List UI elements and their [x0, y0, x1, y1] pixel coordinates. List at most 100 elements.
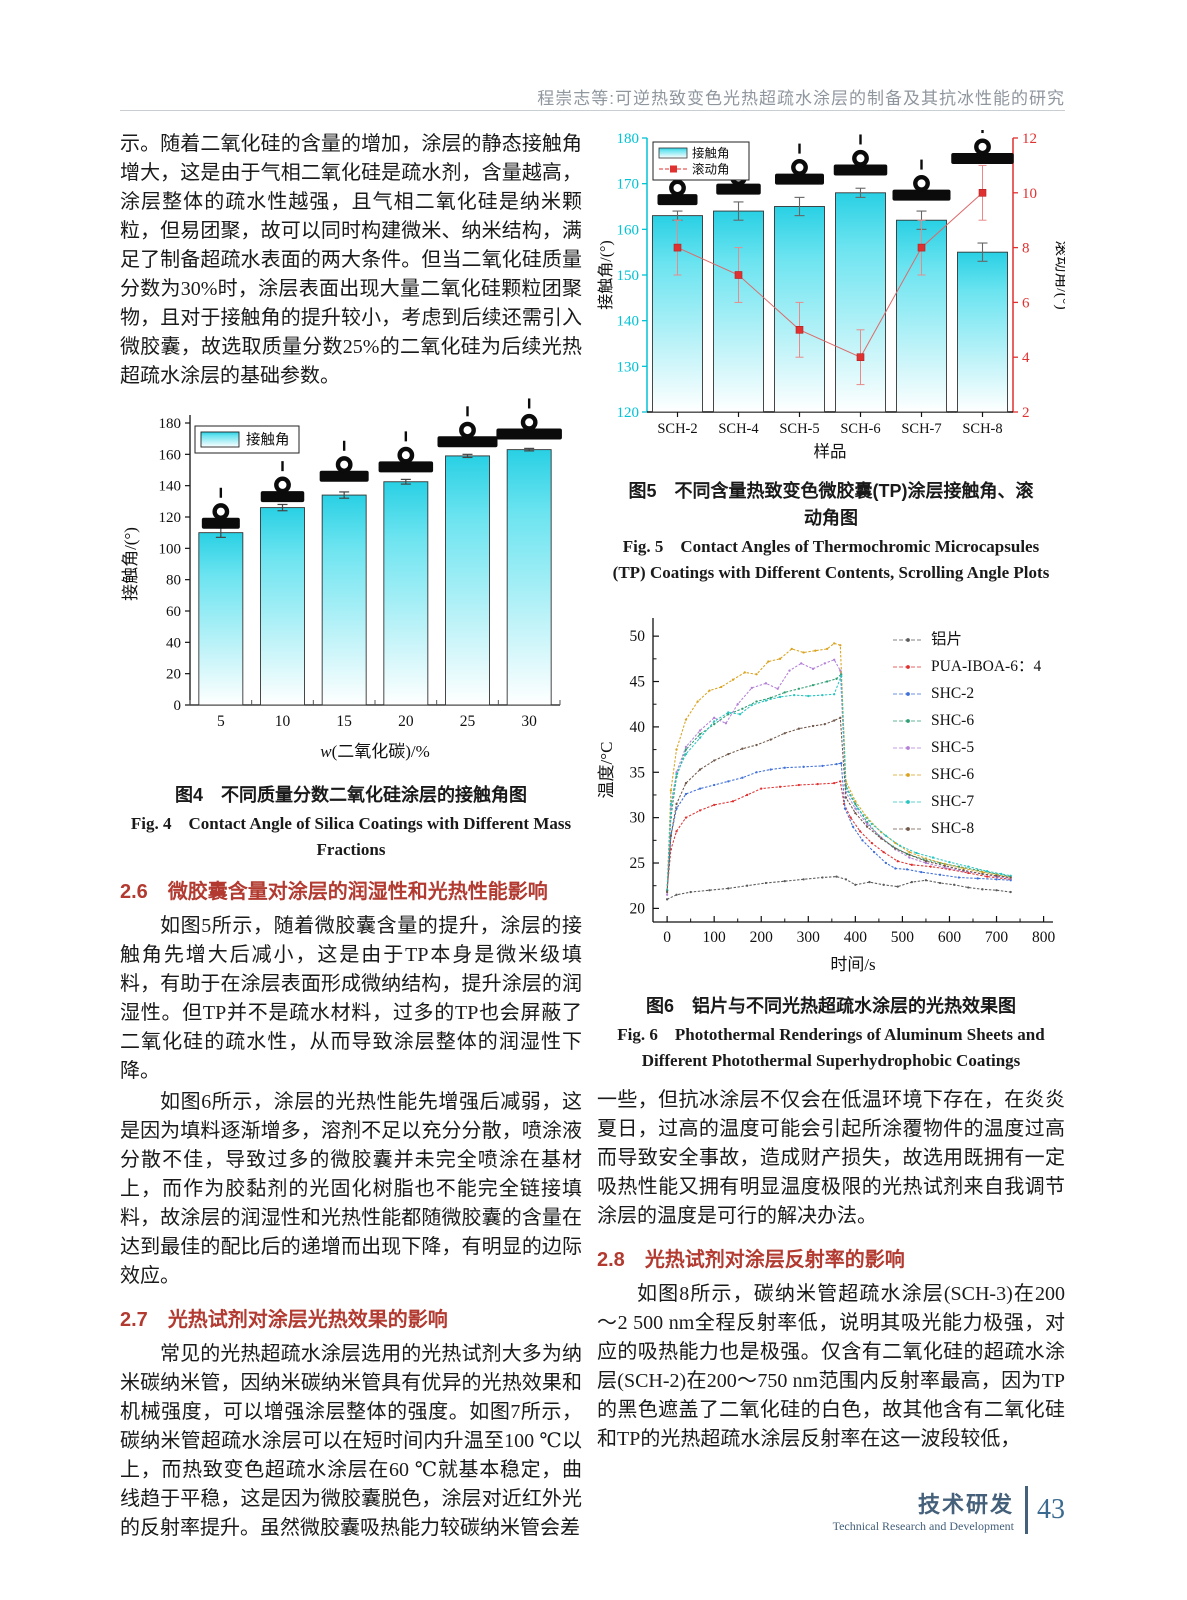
- svg-text:SHC-6: SHC-6: [931, 712, 974, 729]
- figure-4-caption-zh: 图4 不同质量分数二氧化硅涂层的接触角图: [174, 785, 527, 805]
- figure-6-caption-en: Fig. 6 Photothermal Renderings of Alumin…: [617, 1025, 1045, 1070]
- figure-6-caption-zh: 图6 铝片与不同光热超疏水涂层的光热效果图: [645, 996, 1016, 1016]
- svg-text:SCH-5: SCH-5: [779, 421, 819, 437]
- svg-text:120: 120: [159, 510, 182, 526]
- section-title: 光热试剂对涂层反射率的影响: [644, 1249, 905, 1271]
- svg-text:120: 120: [617, 405, 640, 421]
- figure-5-chart: 120 130 140 150 160 170 180 2 4 6 8 10 12 SCH-2 SCH-4 S…: [597, 123, 1071, 470]
- paragraph: 一些，但抗冰涂层不仅会在低温环境下存在，在炎炎夏日，过高的温度可能会引起所涂覆物…: [597, 1089, 1065, 1227]
- running-title: 程崇志等:可逆热致变色光热超疏水涂层的制备及其抗冰性能的研究: [537, 89, 1065, 108]
- svg-text:5: 5: [217, 713, 225, 730]
- svg-text:60: 60: [166, 604, 181, 620]
- svg-text:SCH-8: SCH-8: [962, 421, 1002, 437]
- svg-text:170: 170: [617, 177, 640, 193]
- svg-text:0: 0: [174, 698, 182, 714]
- svg-text:SCH-7: SCH-7: [901, 421, 941, 437]
- paragraph: 示。随着二氧化硅的含量的增加，涂层的静态接触角增大，这是由于气相二氧化硅是疏水剂…: [120, 133, 582, 387]
- svg-text:PUA-IBOA-6：4: PUA-IBOA-6：4: [931, 658, 1041, 675]
- section-title: 微胶囊含量对涂层的润湿性和光热性能影响: [167, 881, 548, 903]
- right-column: 120 130 140 150 160 170 180 2 4 6 8 10 12 SCH-2 SCH-4 S…: [597, 123, 1071, 1456]
- svg-text:100: 100: [703, 929, 727, 946]
- svg-text:温度/°C: 温度/°C: [597, 742, 616, 799]
- svg-text:80: 80: [166, 573, 181, 589]
- paragraph: 如图6所示，涂层的光热性能先增强后减弱，这是因为填料逐渐增多，溶剂不足以充分分散…: [120, 1091, 582, 1287]
- figure-6-chart: 20 25 30 35 40 45 50 0 100 200 300 400 500 600 700 800 铝…: [597, 608, 1065, 985]
- svg-text:20: 20: [630, 900, 646, 917]
- svg-text:800: 800: [1032, 929, 1056, 946]
- svg-text:200: 200: [750, 929, 774, 946]
- svg-text:滚动角: 滚动角: [692, 162, 730, 177]
- svg-text:160: 160: [617, 222, 640, 238]
- section-number: 2.8: [597, 1249, 625, 1271]
- footer-section: 技术研发 Technical Research and Development: [833, 1487, 1014, 1534]
- svg-text:SCH-4: SCH-4: [718, 421, 759, 437]
- section-title: 光热试剂对涂层光热效果的影响: [167, 1309, 448, 1331]
- svg-text:SCH-2: SCH-2: [657, 421, 697, 437]
- section-heading-2-6: 2.6 微胶囊含量对涂层的润湿性和光热性能影响: [120, 875, 582, 904]
- svg-text:180: 180: [617, 131, 640, 147]
- svg-text:130: 130: [617, 359, 640, 375]
- svg-text:接触角: 接触角: [692, 146, 730, 161]
- svg-text:160: 160: [159, 447, 182, 463]
- section-number: 2.6: [120, 881, 148, 903]
- svg-text:400: 400: [844, 929, 868, 946]
- svg-text:滚动角/(°): 滚动角/(°): [1053, 240, 1065, 310]
- svg-text:600: 600: [938, 929, 962, 946]
- page-number: 43: [1037, 1494, 1065, 1525]
- figure-5-caption-en: Fig. 5 Contact Angles of Thermochromic M…: [612, 537, 1050, 582]
- svg-text:SHC-6: SHC-6: [931, 766, 974, 783]
- svg-text:接触角/(°): 接触角/(°): [121, 527, 140, 601]
- svg-text:SHC-2: SHC-2: [931, 685, 974, 702]
- paragraph: 如图5所示，随着微胶囊含量的提升，涂层的接触角先增大后减小，这是由于TP本身是微…: [120, 915, 582, 1082]
- svg-text:30: 30: [521, 713, 537, 730]
- svg-text:8: 8: [1022, 241, 1030, 257]
- svg-text:150: 150: [617, 268, 640, 284]
- page-footer: 技术研发 Technical Research and Development …: [833, 1486, 1065, 1534]
- figure-5-caption-zh: 图5 不同含量热致变色微胶囊(TP)涂层接触角、滚动角图: [628, 481, 1034, 528]
- svg-text:25: 25: [460, 713, 476, 730]
- svg-text:样品: 样品: [814, 442, 847, 461]
- section-heading-2-8: 2.8 光热试剂对涂层反射率的影响: [597, 1243, 1065, 1272]
- section-heading-2-7: 2.7 光热试剂对涂层光热效果的影响: [120, 1303, 582, 1332]
- svg-text:SHC-5: SHC-5: [931, 739, 974, 756]
- svg-text:12: 12: [1022, 131, 1037, 147]
- svg-text:2: 2: [1022, 405, 1030, 421]
- left-column: 示。随着二氧化硅的含量的增加，涂层的静态接触角增大，这是由于气相二氧化硅是疏水剂…: [120, 130, 582, 1545]
- figure-4-chart: 0 20 40 60 80 100 120 140 160 180 5 10 15 20 25 30 接触角 接触…: [120, 397, 582, 774]
- svg-text:4: 4: [1022, 350, 1030, 366]
- svg-text:20: 20: [166, 667, 181, 683]
- svg-text:15: 15: [336, 713, 352, 730]
- svg-text:140: 140: [159, 479, 182, 495]
- svg-text:140: 140: [617, 314, 640, 330]
- figure-4-caption-en: Fig. 4 Contact Angle of Silica Coatings …: [130, 814, 572, 859]
- svg-text:SHC-7: SHC-7: [931, 793, 974, 810]
- svg-text:35: 35: [630, 764, 646, 781]
- svg-text:40: 40: [630, 719, 646, 736]
- header-divider: [120, 110, 1065, 111]
- paragraph: 如图8所示，碳纳米管超疏水涂层(SCH-3)在200～2 500 nm全程反射率…: [597, 1283, 1065, 1450]
- section-number: 2.7: [120, 1309, 148, 1331]
- svg-text:接触角: 接触角: [246, 432, 290, 449]
- svg-text:时间/s: 时间/s: [830, 955, 875, 974]
- svg-text:10: 10: [1022, 186, 1037, 202]
- svg-text:w(二氧化碳)/%: w(二氧化碳)/%: [320, 742, 430, 761]
- svg-text:25: 25: [630, 855, 646, 872]
- svg-text:100: 100: [159, 541, 182, 557]
- svg-text:500: 500: [891, 929, 915, 946]
- svg-text:铝片: 铝片: [931, 630, 962, 648]
- paragraph: 常见的光热超疏水涂层选用的光热试剂大多为纳米碳纳米管，因纳米碳纳米管具有优异的光…: [120, 1343, 582, 1539]
- svg-text:20: 20: [398, 713, 414, 730]
- svg-text:SCH-6: SCH-6: [840, 421, 880, 437]
- svg-text:接触角/(°): 接触角/(°): [597, 240, 615, 310]
- svg-text:6: 6: [1022, 295, 1030, 311]
- svg-text:40: 40: [166, 635, 181, 651]
- footer-section-zh: 技术研发: [917, 1491, 1014, 1517]
- svg-text:0: 0: [663, 929, 671, 946]
- svg-text:SHC-8: SHC-8: [931, 820, 974, 837]
- svg-text:45: 45: [630, 674, 646, 691]
- svg-text:300: 300: [797, 929, 821, 946]
- svg-text:30: 30: [630, 810, 646, 827]
- svg-text:10: 10: [275, 713, 291, 730]
- footer-section-en: Technical Research and Development: [832, 1518, 1014, 1533]
